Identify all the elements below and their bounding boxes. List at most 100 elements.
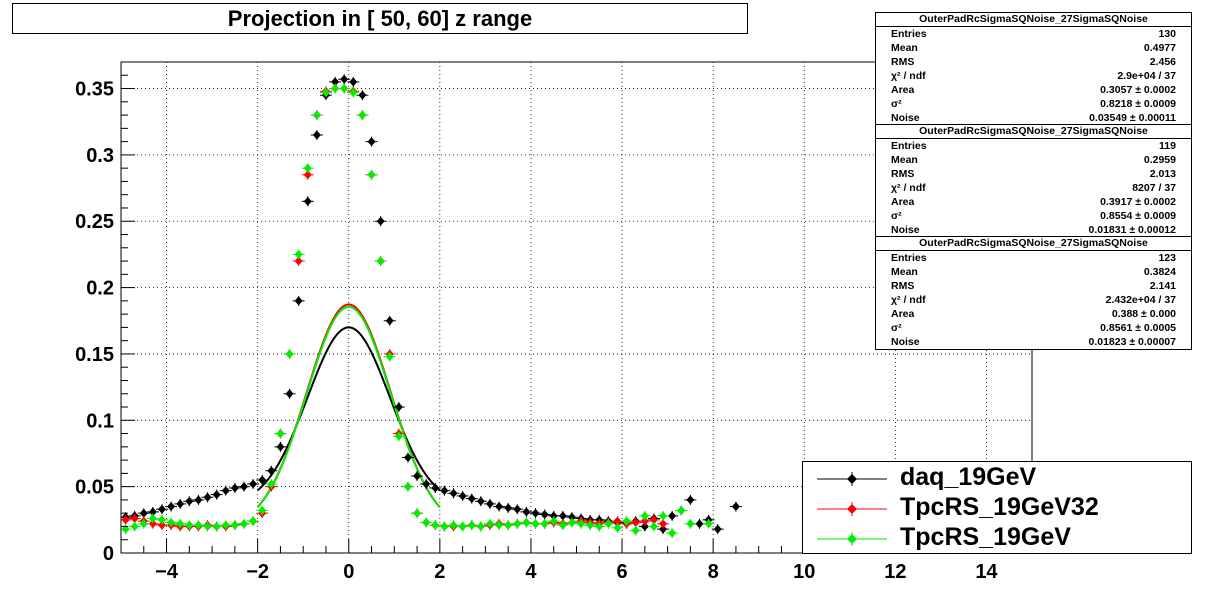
data-point: [285, 349, 294, 359]
stats-value: 0.2959: [1143, 154, 1176, 166]
stats-row: Area 0.3057 ± 0.0002: [876, 83, 1191, 97]
stats-label: Mean: [891, 266, 918, 278]
y-tick-label: 0.25: [75, 211, 114, 233]
data-point: [276, 429, 285, 439]
data-point: [495, 520, 504, 530]
data-point: [513, 504, 522, 514]
data-point: [239, 519, 248, 529]
stats-row: σ² 0.8554 ± 0.0009: [876, 209, 1191, 223]
data-point: [194, 495, 203, 505]
data-point: [212, 490, 221, 500]
stats-box: OuterPadRcSigmaSQNoise_27SigmaSQNoise Ent…: [875, 236, 1192, 350]
data-point: [522, 507, 531, 517]
y-tick-label: 0.05: [75, 477, 114, 499]
data-point: [194, 520, 203, 530]
stats-row: Noise 0.03549 ± 0.00011: [876, 111, 1191, 125]
data-point: [230, 483, 239, 493]
data-point: [613, 516, 622, 526]
data-point: [467, 520, 476, 530]
data-point: [403, 452, 412, 462]
x-tick-label: 12: [884, 561, 906, 583]
data-point: [312, 110, 321, 120]
data-point: [258, 506, 267, 516]
data-point: [376, 256, 385, 266]
data-point: [558, 511, 567, 521]
data-point: [522, 517, 531, 527]
stats-row: σ² 0.8561 ± 0.0005: [876, 321, 1191, 335]
data-point: [331, 84, 340, 94]
stats-row: RMS 2.456: [876, 55, 1191, 69]
data-point: [167, 502, 176, 512]
stats-value: 0.3057 ± 0.0002: [1100, 84, 1176, 96]
data-point: [431, 520, 440, 530]
data-point: [713, 524, 722, 534]
data-point: [349, 77, 358, 87]
data-point: [385, 352, 394, 362]
stats-value: 2.013: [1149, 168, 1176, 180]
data-point: [340, 74, 349, 84]
stats-value: 0.8554 ± 0.0009: [1100, 210, 1176, 222]
legend-marker-icon: [817, 472, 887, 486]
legend-label: TpcRS_19GeV: [900, 523, 1071, 551]
axis-tick-labels: −4 −2 0 2 4 6 8 10 12 14 0 0.05 0.1 0.15 0.2 0.25 0.3 0.3…: [75, 79, 998, 583]
stats-label: σ²: [891, 210, 902, 222]
data-point: [458, 491, 467, 501]
stats-row: Area 0.388 ± 0.000: [876, 307, 1191, 321]
data-point: [595, 521, 604, 531]
data-point: [422, 517, 431, 527]
data-point: [467, 494, 476, 504]
data-point: [203, 492, 212, 502]
data-point: [121, 515, 130, 525]
data-point: [176, 519, 185, 529]
data-point: [367, 170, 376, 180]
data-point: [331, 77, 340, 87]
data-point: [640, 516, 649, 526]
data-point: [640, 521, 649, 531]
data-point: [413, 471, 422, 481]
x-tick-label: 10: [793, 561, 815, 583]
x-tick-label: −2: [246, 561, 269, 583]
stats-value: 0.3824: [1143, 266, 1176, 278]
data-point: [148, 507, 157, 517]
x-tick-label: 4: [525, 561, 537, 583]
x-tick-label: 6: [616, 561, 627, 583]
data-point: [695, 519, 704, 529]
data-point: [440, 521, 449, 531]
data-point: [403, 482, 412, 492]
stats-value: 119: [1159, 140, 1176, 152]
data-point: [495, 502, 504, 512]
data-point: [276, 442, 285, 452]
stats-label: RMS: [891, 280, 915, 292]
data-point: [422, 479, 431, 489]
y-tick-label: 0.3: [86, 145, 114, 167]
legend-marker-icon: [817, 502, 887, 516]
legend-entry: TpcRS_19GeV: [803, 522, 1191, 552]
data-point: [367, 137, 376, 147]
data-point: [567, 517, 576, 527]
legend: daq_19GeV TpcRS_19GeV32 TpcRS_19GeV: [802, 461, 1192, 554]
stats-row: χ² / ndf 2.432e+04 / 37: [876, 293, 1191, 307]
stats-row: Noise 0.01823 ± 0.00007: [876, 335, 1191, 349]
x-tick-label: −4: [155, 561, 179, 583]
data-point: [668, 511, 677, 521]
stats-value: 0.01831 ± 0.00012: [1088, 224, 1176, 236]
data-point: [203, 521, 212, 531]
stats-label: RMS: [891, 168, 915, 180]
data-point: [267, 466, 276, 476]
data-point: [321, 88, 330, 98]
data-point: [631, 525, 640, 535]
stats-row: Mean 0.2959: [876, 153, 1191, 167]
data-point: [567, 512, 576, 522]
data-point: [340, 84, 349, 94]
data-point: [440, 486, 449, 496]
stats-title: OuterPadRcSigmaSQNoise_27SigmaSQNoise: [876, 125, 1191, 139]
data-point: [540, 510, 549, 520]
data-point: [139, 508, 148, 518]
stats-label: Mean: [891, 42, 918, 54]
data-point: [613, 523, 622, 533]
data-point: [258, 475, 267, 485]
stats-value: 0.8561 ± 0.0005: [1100, 322, 1176, 334]
legend-label: TpcRS_19GeV32: [900, 493, 1099, 521]
data-point: [267, 479, 276, 489]
stats-row: Entries 130: [876, 27, 1191, 41]
